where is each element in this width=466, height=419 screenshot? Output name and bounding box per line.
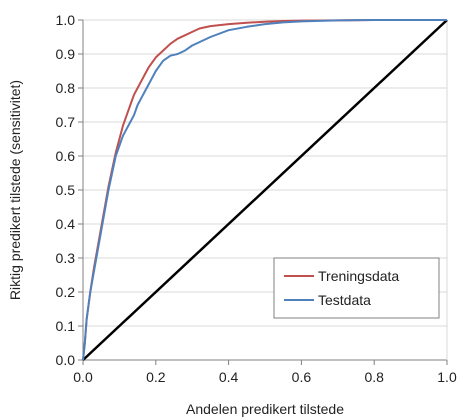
x-tick-label-5: 1.0 — [437, 369, 457, 385]
y-tick-label-10: 1.0 — [56, 12, 76, 28]
legend-box — [273, 257, 440, 319]
y-tick-label-8: 0.8 — [56, 80, 76, 96]
y-axis-title: Riktig predikert tilstede (sensitivitet) — [7, 80, 23, 300]
x-tick-label-3: 0.6 — [292, 369, 312, 385]
y-tick-label-1: 0.1 — [56, 318, 76, 334]
x-tick-label-0: 0.0 — [73, 369, 93, 385]
y-tick-label-0: 0.0 — [56, 352, 76, 368]
y-tick-label-2: 0.2 — [56, 284, 76, 300]
y-tick-label-6: 0.6 — [56, 148, 76, 164]
reference-diagonal-line — [82, 19, 448, 361]
y-tick-label-9: 0.9 — [56, 46, 76, 62]
y-tick-label-4: 0.4 — [56, 216, 76, 232]
y-tick-label-7: 0.7 — [56, 114, 76, 130]
legend: Treningsdata Testdata — [273, 257, 440, 319]
x-tick-label-2: 0.4 — [219, 369, 239, 385]
x-tick-label-1: 0.2 — [146, 369, 166, 385]
legend-label-treningsdata: Treningsdata — [318, 268, 399, 284]
series-lines — [82, 19, 448, 361]
tick-labels: 0.0 0.2 0.4 0.6 0.8 1.0 0.0 0.1 0.2 0.3 0.4 0.5 0.6 0… — [56, 12, 457, 385]
x-tick-label-4: 0.8 — [364, 369, 384, 385]
y-tick-label-3: 0.3 — [56, 250, 76, 266]
series-line-testdata — [82, 19, 447, 361]
legend-label-testdata: Testdata — [318, 292, 371, 308]
axes — [78, 19, 448, 365]
y-tick-label-5: 0.5 — [56, 182, 76, 198]
x-axis-title: Andelen predikert tilstede — [186, 401, 344, 417]
